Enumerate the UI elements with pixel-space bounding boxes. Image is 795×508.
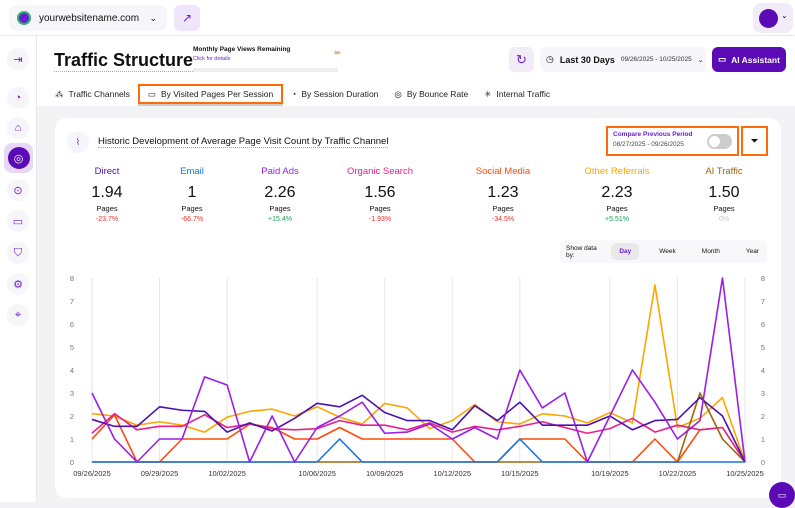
y-tick-label-right: 8 — [761, 274, 765, 283]
series-line[interactable] — [92, 278, 745, 462]
y-tick-label-left: 2 — [70, 412, 74, 421]
series-email — [92, 439, 745, 462]
y-tick-label-left: 0 — [70, 458, 74, 467]
x-tick-label: 10/06/2025 — [298, 469, 336, 478]
y-tick-label-left: 3 — [70, 389, 74, 398]
y-tick-label-right: 7 — [761, 297, 765, 306]
x-tick-label: 10/15/2025 — [501, 469, 539, 478]
y-tick-label-left: 4 — [70, 366, 74, 375]
x-tick-label: 09/29/2025 — [141, 469, 179, 478]
series-paid-ads — [92, 278, 745, 462]
series-other-referrals — [92, 285, 745, 462]
y-tick-label-left: 8 — [70, 274, 74, 283]
x-tick-label: 10/19/2025 — [591, 469, 629, 478]
series-line[interactable] — [92, 439, 745, 462]
x-tick-label: 10/12/2025 — [434, 469, 472, 478]
y-tick-label-right: 0 — [761, 458, 765, 467]
y-tick-label-right: 1 — [761, 435, 765, 444]
y-tick-label-left: 7 — [70, 297, 74, 306]
y-tick-label-left: 1 — [70, 435, 74, 444]
chat-icon: ▭ — [778, 490, 787, 501]
x-tick-label: 10/02/2025 — [208, 469, 246, 478]
y-tick-label-right: 2 — [761, 412, 765, 421]
y-tick-label-right: 3 — [761, 389, 765, 398]
chat-support-button[interactable]: ▭ — [769, 482, 795, 508]
y-tick-label-left: 5 — [70, 343, 74, 352]
y-tick-label-left: 6 — [70, 320, 74, 329]
x-tick-label: 09/26/2025 — [73, 469, 111, 478]
x-tick-label: 10/22/2025 — [659, 469, 697, 478]
series-line[interactable] — [92, 285, 745, 462]
x-tick-label: 10/25/2025 — [726, 469, 764, 478]
y-tick-label-right: 4 — [761, 366, 765, 375]
x-tick-label: 10/09/2025 — [366, 469, 404, 478]
y-tick-label-right: 6 — [761, 320, 765, 329]
y-tick-label-right: 5 — [761, 343, 765, 352]
